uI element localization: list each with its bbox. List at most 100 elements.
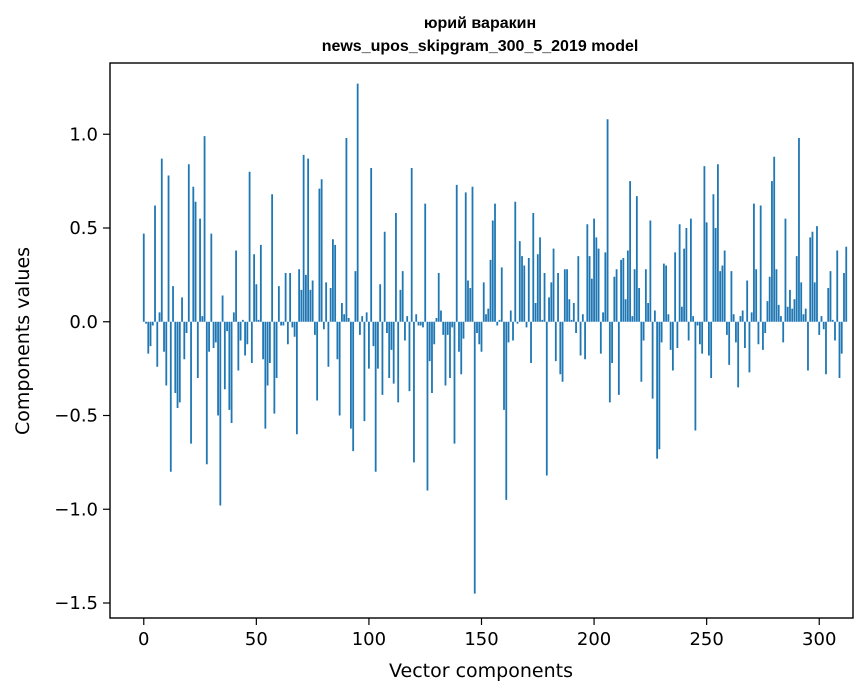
x-tick-label: 100 <box>352 629 386 650</box>
bar <box>717 164 719 322</box>
bar <box>363 321 366 422</box>
bar <box>525 321 528 328</box>
bar <box>295 321 298 435</box>
bar <box>658 321 661 450</box>
bar <box>241 319 244 322</box>
bar <box>804 308 807 322</box>
bar <box>595 237 598 322</box>
bar <box>791 308 794 322</box>
bar <box>629 181 631 322</box>
bar <box>680 306 683 322</box>
bar <box>773 156 776 322</box>
bar <box>827 288 830 322</box>
bar <box>230 321 233 423</box>
bar <box>543 273 546 322</box>
bar <box>302 154 305 322</box>
bar <box>563 269 566 322</box>
bar <box>726 321 728 335</box>
bar <box>289 273 292 322</box>
bar <box>300 289 303 322</box>
bars-group <box>142 83 848 594</box>
bar <box>422 321 424 328</box>
bar <box>386 321 388 333</box>
bar <box>512 321 514 341</box>
bar <box>509 310 512 322</box>
bar <box>176 321 179 408</box>
x-tick-label: 50 <box>245 629 268 650</box>
bar <box>813 282 816 322</box>
bar <box>622 258 625 322</box>
bar <box>444 321 447 386</box>
bar <box>149 321 152 347</box>
bar <box>687 321 690 341</box>
bar <box>473 321 476 594</box>
bar <box>685 228 688 322</box>
bar <box>316 321 319 401</box>
bar <box>692 316 695 322</box>
bar <box>334 244 337 322</box>
bar <box>708 321 710 356</box>
bar <box>257 319 260 322</box>
bar <box>793 299 796 322</box>
bar <box>361 316 364 322</box>
bar <box>586 224 589 322</box>
bar <box>347 318 350 322</box>
bar <box>714 228 717 322</box>
bar <box>408 321 411 392</box>
bar <box>624 299 627 322</box>
bar <box>678 224 681 322</box>
bar <box>478 321 481 345</box>
x-axis-ticks: 0 50 100 150 200 250 300 <box>138 618 836 650</box>
bar <box>613 276 616 322</box>
bar <box>638 288 641 322</box>
bar <box>458 321 460 352</box>
y-tick-label: 0.5 <box>69 218 98 239</box>
bar <box>223 321 226 390</box>
bar <box>464 192 467 322</box>
bar <box>410 168 413 322</box>
bar <box>719 271 722 322</box>
bar <box>579 321 582 356</box>
bar <box>320 179 323 322</box>
bar <box>262 321 264 360</box>
bar <box>239 321 242 341</box>
bar <box>766 301 769 322</box>
bar <box>633 269 636 322</box>
bar <box>354 271 357 322</box>
bar <box>820 316 823 322</box>
bar <box>518 241 521 322</box>
bar <box>426 321 429 491</box>
bar <box>597 248 600 322</box>
bar <box>561 321 564 382</box>
bar <box>383 231 386 322</box>
bar <box>332 239 334 322</box>
bar <box>147 321 150 354</box>
bar <box>415 314 418 322</box>
bar <box>635 196 638 322</box>
bar <box>505 321 508 500</box>
bar <box>419 321 422 326</box>
y-tick-label: −1.0 <box>54 499 98 520</box>
bar <box>667 314 670 322</box>
bar <box>338 321 341 416</box>
bar <box>476 321 478 333</box>
bar <box>259 244 262 322</box>
bar <box>705 222 708 322</box>
bar <box>753 203 755 322</box>
bar <box>843 273 845 322</box>
bar <box>190 321 192 444</box>
bar <box>599 321 602 354</box>
bar <box>829 271 832 322</box>
bar <box>818 321 821 335</box>
bar <box>395 213 397 322</box>
bar <box>178 321 181 403</box>
bar <box>602 312 604 322</box>
bar <box>831 319 834 322</box>
bar <box>169 321 172 472</box>
bar <box>392 321 395 384</box>
bar <box>469 288 472 322</box>
bar <box>264 321 267 429</box>
bar <box>606 119 609 322</box>
bar <box>644 269 647 322</box>
